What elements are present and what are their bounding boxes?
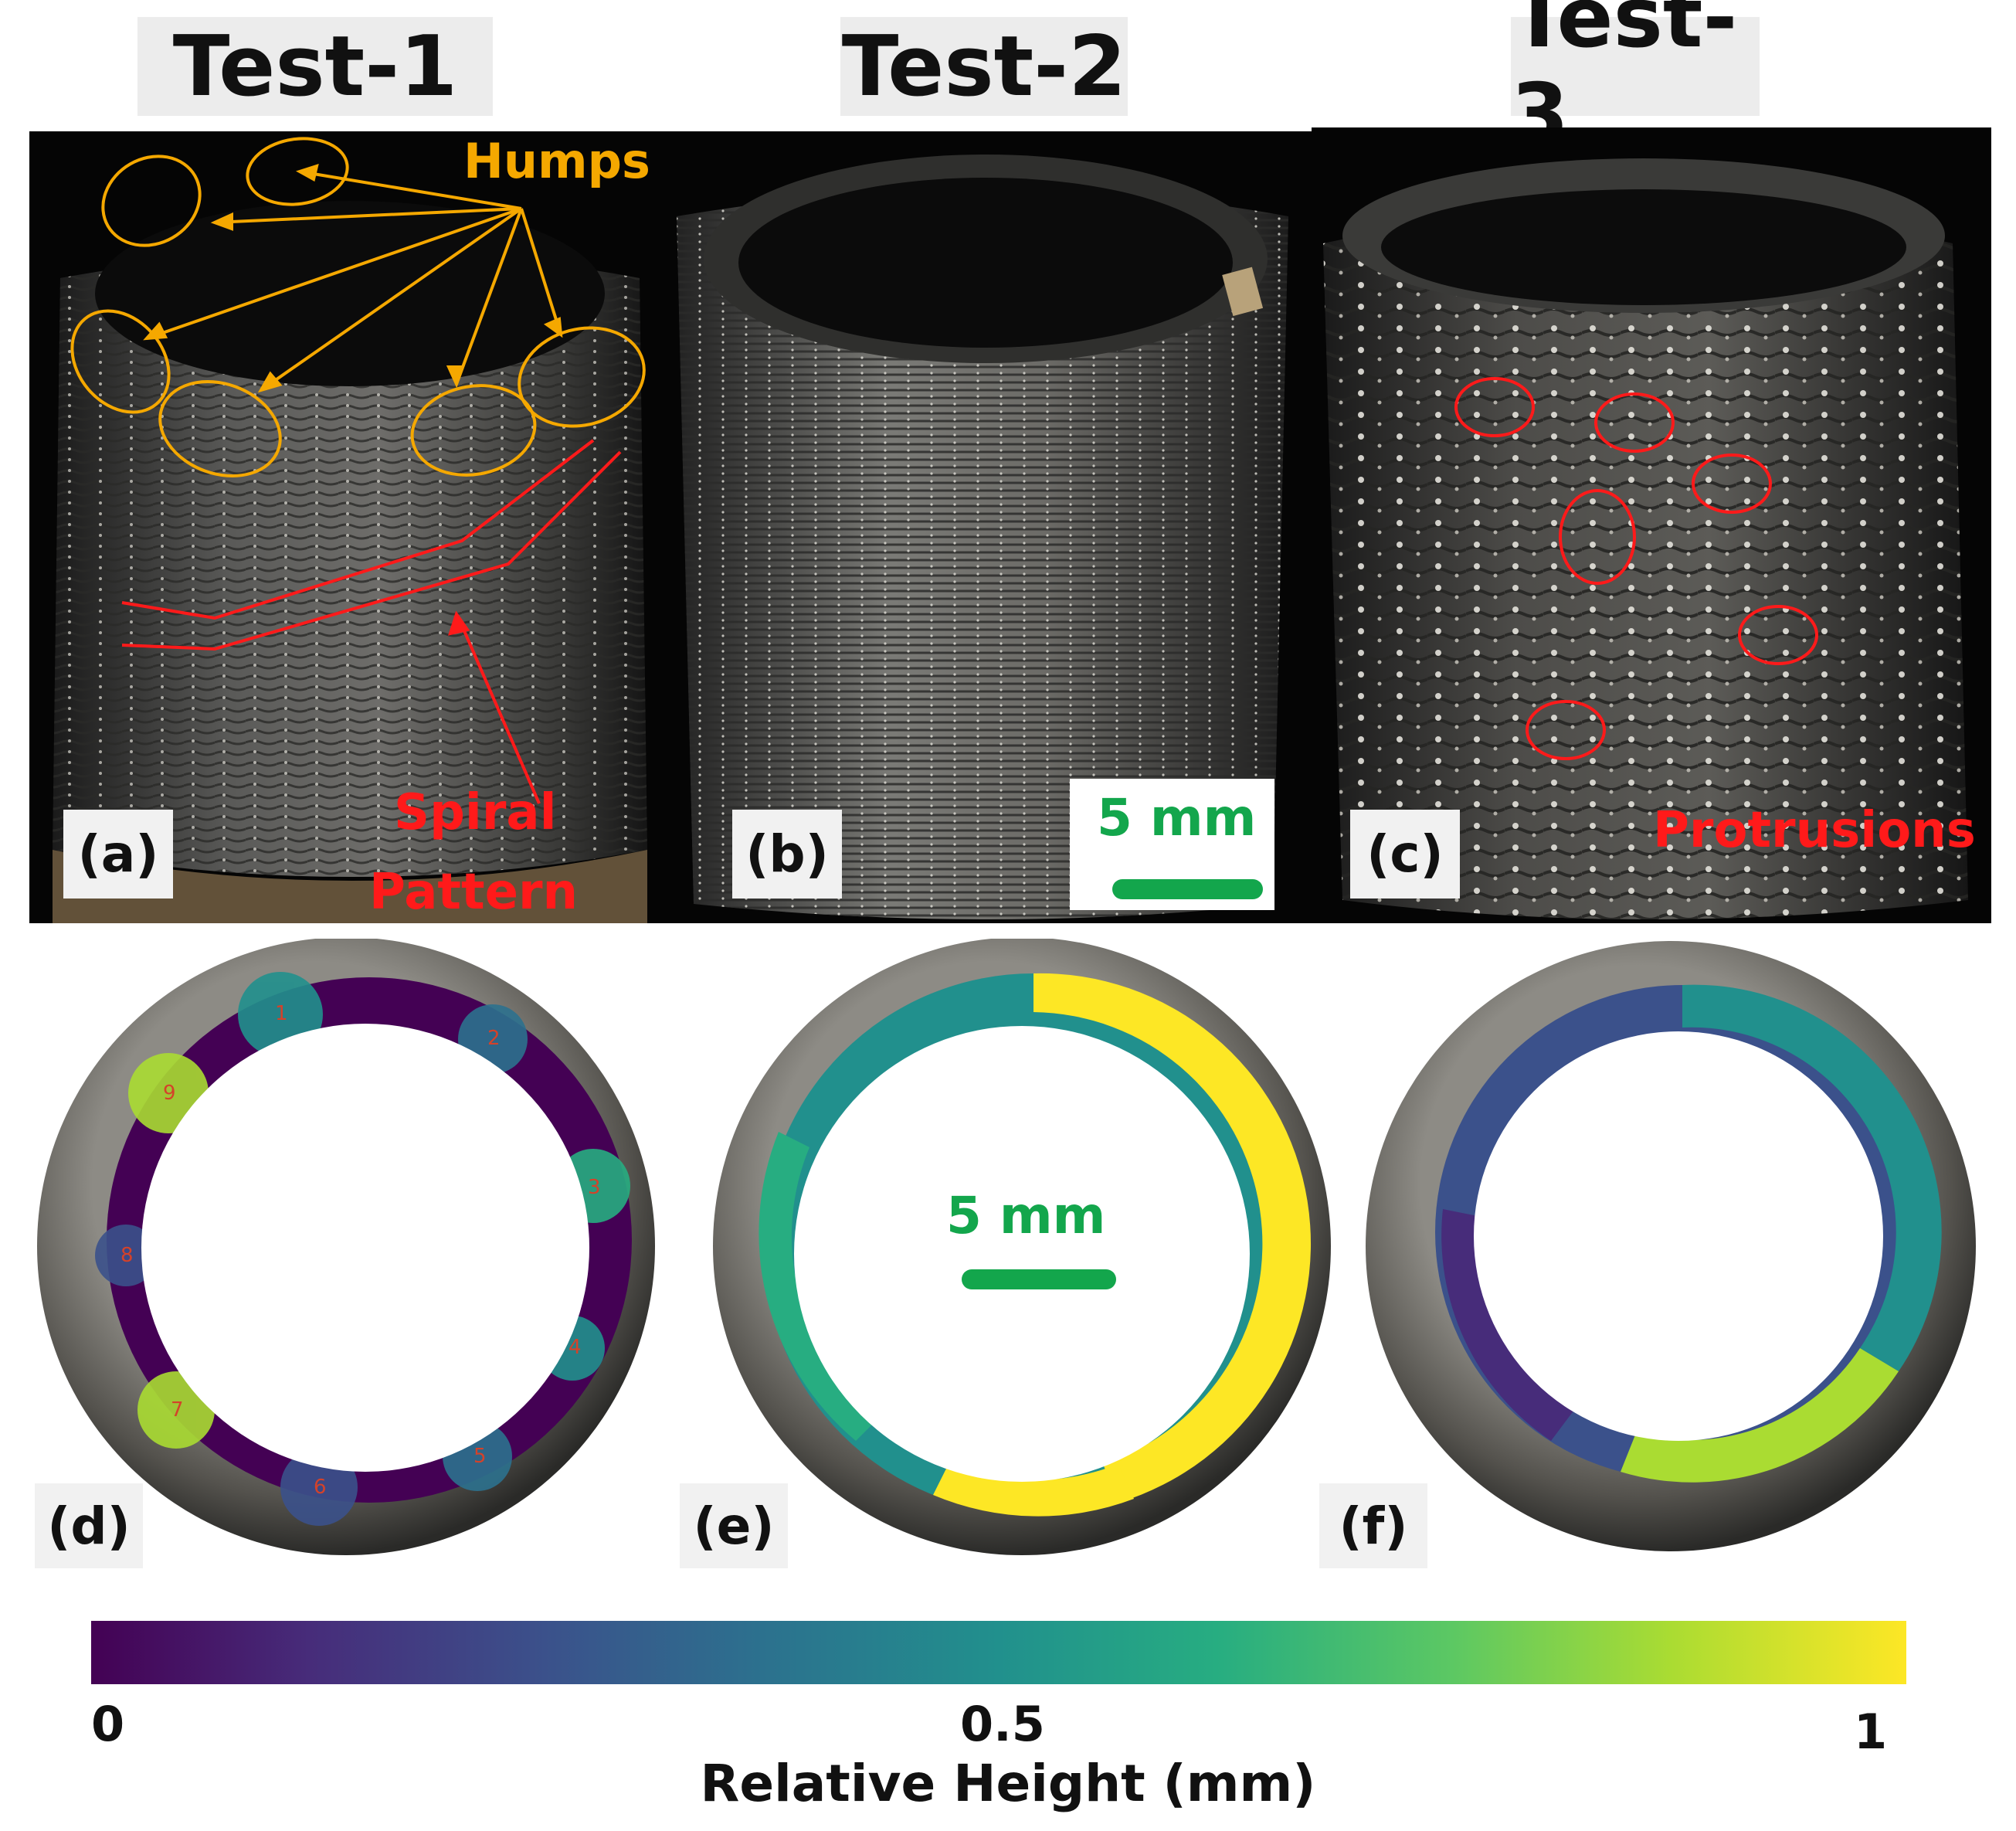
scale-bar-top-label: 5 mm <box>1097 788 1257 848</box>
hump-number-4: 4 <box>568 1336 582 1359</box>
cylinder-photo-test-3 <box>1323 158 1968 919</box>
scale-bar-ring-label: 5 mm <box>946 1186 1106 1245</box>
scale-bar-ring <box>962 1269 1116 1289</box>
panel-label-d: (d) <box>35 1483 143 1568</box>
photo-panel-a <box>29 131 670 923</box>
ring-panel-e <box>701 937 1342 1557</box>
colorbar-tick-1: 1 <box>1854 1704 1888 1760</box>
panel-label-f: (f) <box>1319 1483 1427 1568</box>
ring-panel-f <box>1358 939 1984 1557</box>
hump-number-5: 5 <box>473 1445 487 1468</box>
panel-label-a: (a) <box>63 810 173 899</box>
ring-panel-d: 1 2 3 4 5 6 7 8 9 <box>29 937 678 1557</box>
panel-label-c: (c) <box>1350 810 1460 899</box>
test-3-title: Test-3 <box>1511 0 1760 163</box>
scale-bar-top <box>1112 879 1263 899</box>
hump-number-9: 9 <box>163 1082 176 1105</box>
hump-numbers: 1 2 3 4 5 6 7 8 9 <box>120 1002 601 1499</box>
colorbar-tick-0: 0 <box>91 1696 125 1752</box>
panel-label-e: (e) <box>680 1483 788 1568</box>
photo-panel-b <box>670 131 1312 923</box>
hump-number-8: 8 <box>120 1244 134 1267</box>
height-map-ring-test-2 <box>713 937 1331 1555</box>
test-1-title: Test-1 <box>137 17 493 116</box>
colorbar-title: Relative Height (mm) <box>700 1754 1316 1813</box>
hump-number-2: 2 <box>487 1027 501 1050</box>
hump-number-7: 7 <box>171 1398 184 1422</box>
spiral-label: Spiral <box>394 784 557 841</box>
hump-number-3: 3 <box>588 1176 601 1199</box>
height-map-ring-test-1: 1 2 3 4 5 6 7 8 9 <box>37 937 655 1555</box>
pattern-label: Pattern <box>369 864 579 921</box>
colorbar-tick-0.5: 0.5 <box>960 1696 1045 1752</box>
hump-number-1: 1 <box>275 1002 288 1025</box>
cylinder-photo-test-1 <box>53 201 647 923</box>
humps-overlay <box>70 137 646 804</box>
colorbar <box>91 1621 1906 1684</box>
height-map-ring-test-3 <box>1366 941 1976 1551</box>
protrusions-label: Protrusions <box>1653 802 1976 859</box>
test-2-title: Test-2 <box>840 17 1128 116</box>
photo-panel-c <box>1312 127 1991 923</box>
panel-label-b: (b) <box>732 810 842 899</box>
hump-number-6: 6 <box>314 1476 327 1499</box>
humps-label: Humps <box>463 133 650 189</box>
cylinder-photo-test-2 <box>677 155 1288 919</box>
protrusions-overlay <box>1454 377 1818 760</box>
